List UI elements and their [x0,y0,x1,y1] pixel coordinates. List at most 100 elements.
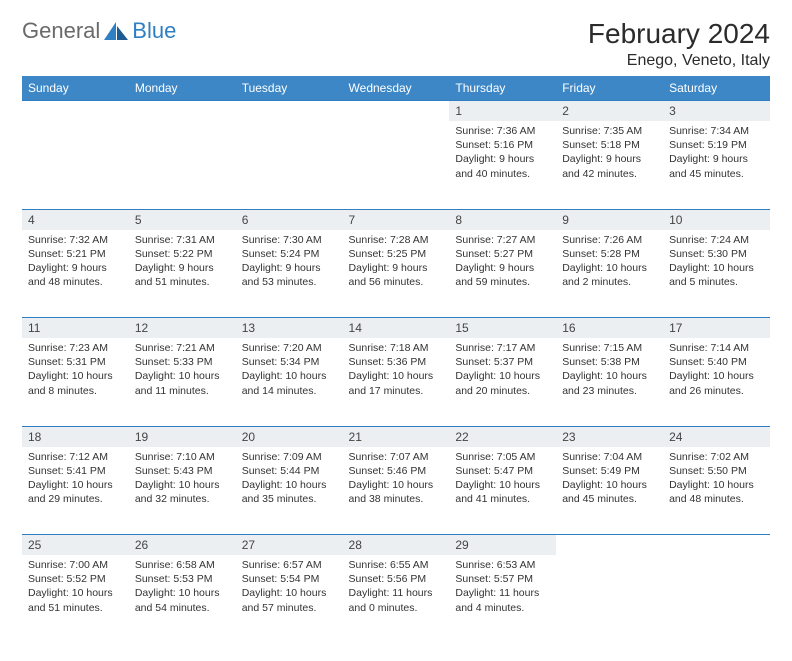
day-number-cell: 23 [556,426,663,447]
day-detail-cell: Sunrise: 7:35 AMSunset: 5:18 PMDaylight:… [556,121,663,209]
sunrise-text: Sunrise: 6:57 AM [242,558,337,572]
day-detail-cell: Sunrise: 7:36 AMSunset: 5:16 PMDaylight:… [449,121,556,209]
day-number-cell: 24 [663,426,770,447]
sunrise-text: Sunrise: 7:34 AM [669,124,764,138]
sunrise-text: Sunrise: 7:21 AM [135,341,230,355]
sunrise-text: Sunrise: 7:15 AM [562,341,657,355]
daylight-text: Daylight: 10 hours and 32 minutes. [135,478,230,506]
day-number-row: 123 [22,101,770,122]
sunrise-text: Sunrise: 7:18 AM [349,341,444,355]
day-detail-cell [22,121,129,209]
sunset-text: Sunset: 5:27 PM [455,247,550,261]
day-detail-cell [129,121,236,209]
sunrise-text: Sunrise: 7:20 AM [242,341,337,355]
day-detail-cell: Sunrise: 6:58 AMSunset: 5:53 PMDaylight:… [129,555,236,643]
daylight-text: Daylight: 10 hours and 17 minutes. [349,369,444,397]
location-label: Enego, Veneto, Italy [588,52,770,70]
sunset-text: Sunset: 5:41 PM [28,464,123,478]
day-detail-cell: Sunrise: 7:09 AMSunset: 5:44 PMDaylight:… [236,447,343,535]
sunset-text: Sunset: 5:36 PM [349,355,444,369]
daylight-text: Daylight: 11 hours and 4 minutes. [455,586,550,614]
day-detail-cell: Sunrise: 7:21 AMSunset: 5:33 PMDaylight:… [129,338,236,426]
sunrise-text: Sunrise: 7:00 AM [28,558,123,572]
daylight-text: Daylight: 10 hours and 20 minutes. [455,369,550,397]
sunrise-text: Sunrise: 7:05 AM [455,450,550,464]
day-detail-cell: Sunrise: 7:30 AMSunset: 5:24 PMDaylight:… [236,230,343,318]
day-number-cell: 26 [129,535,236,556]
sunrise-text: Sunrise: 7:07 AM [349,450,444,464]
day-detail-row: Sunrise: 7:36 AMSunset: 5:16 PMDaylight:… [22,121,770,209]
sunrise-text: Sunrise: 7:12 AM [28,450,123,464]
month-title: February 2024 [588,18,770,50]
sunrise-text: Sunrise: 6:53 AM [455,558,550,572]
sunrise-text: Sunrise: 7:17 AM [455,341,550,355]
calendar-body: 123Sunrise: 7:36 AMSunset: 5:16 PMDaylig… [22,101,770,644]
day-detail-cell: Sunrise: 6:53 AMSunset: 5:57 PMDaylight:… [449,555,556,643]
day-number-cell: 16 [556,318,663,339]
day-number-cell: 2 [556,101,663,122]
daylight-text: Daylight: 10 hours and 54 minutes. [135,586,230,614]
sunrise-text: Sunrise: 7:27 AM [455,233,550,247]
sunrise-text: Sunrise: 7:30 AM [242,233,337,247]
sunset-text: Sunset: 5:34 PM [242,355,337,369]
day-number-cell [556,535,663,556]
sunset-text: Sunset: 5:24 PM [242,247,337,261]
brand-text-general: General [22,18,100,44]
daylight-text: Daylight: 9 hours and 45 minutes. [669,152,764,180]
sunset-text: Sunset: 5:50 PM [669,464,764,478]
sunset-text: Sunset: 5:31 PM [28,355,123,369]
day-detail-cell: Sunrise: 7:34 AMSunset: 5:19 PMDaylight:… [663,121,770,209]
day-number-row: 45678910 [22,209,770,230]
weekday-header: Thursday [449,76,556,101]
sunset-text: Sunset: 5:25 PM [349,247,444,261]
daylight-text: Daylight: 9 hours and 51 minutes. [135,261,230,289]
sunset-text: Sunset: 5:40 PM [669,355,764,369]
sunrise-text: Sunrise: 7:24 AM [669,233,764,247]
daylight-text: Daylight: 10 hours and 38 minutes. [349,478,444,506]
sunrise-text: Sunrise: 7:09 AM [242,450,337,464]
day-number-cell: 22 [449,426,556,447]
sunset-text: Sunset: 5:22 PM [135,247,230,261]
day-detail-cell: Sunrise: 7:07 AMSunset: 5:46 PMDaylight:… [343,447,450,535]
day-number-cell [343,101,450,122]
day-detail-cell [236,121,343,209]
sunset-text: Sunset: 5:19 PM [669,138,764,152]
day-number-cell: 3 [663,101,770,122]
daylight-text: Daylight: 10 hours and 45 minutes. [562,478,657,506]
daylight-text: Daylight: 10 hours and 41 minutes. [455,478,550,506]
day-number-cell: 17 [663,318,770,339]
sunset-text: Sunset: 5:16 PM [455,138,550,152]
daylight-text: Daylight: 10 hours and 5 minutes. [669,261,764,289]
sunset-text: Sunset: 5:28 PM [562,247,657,261]
day-number-cell: 1 [449,101,556,122]
weekday-header: Wednesday [343,76,450,101]
sunset-text: Sunset: 5:54 PM [242,572,337,586]
brand-sail-icon [102,20,130,42]
sunrise-text: Sunrise: 6:55 AM [349,558,444,572]
brand-logo: General Blue [22,18,176,44]
sunset-text: Sunset: 5:37 PM [455,355,550,369]
sunset-text: Sunset: 5:47 PM [455,464,550,478]
day-detail-cell: Sunrise: 7:02 AMSunset: 5:50 PMDaylight:… [663,447,770,535]
day-number-cell [22,101,129,122]
day-detail-cell [663,555,770,643]
daylight-text: Daylight: 10 hours and 51 minutes. [28,586,123,614]
day-detail-cell: Sunrise: 7:28 AMSunset: 5:25 PMDaylight:… [343,230,450,318]
daylight-text: Daylight: 10 hours and 48 minutes. [669,478,764,506]
weekday-header: Sunday [22,76,129,101]
day-number-cell: 11 [22,318,129,339]
sunset-text: Sunset: 5:57 PM [455,572,550,586]
day-number-cell: 7 [343,209,450,230]
sunrise-text: Sunrise: 7:23 AM [28,341,123,355]
calendar-head: Sunday Monday Tuesday Wednesday Thursday… [22,76,770,101]
title-block: February 2024 Enego, Veneto, Italy [588,18,770,70]
sunrise-text: Sunrise: 7:04 AM [562,450,657,464]
day-number-cell: 21 [343,426,450,447]
sunset-text: Sunset: 5:44 PM [242,464,337,478]
sunset-text: Sunset: 5:43 PM [135,464,230,478]
sunrise-text: Sunrise: 7:32 AM [28,233,123,247]
sunset-text: Sunset: 5:18 PM [562,138,657,152]
daylight-text: Daylight: 10 hours and 29 minutes. [28,478,123,506]
day-detail-cell: Sunrise: 7:31 AMSunset: 5:22 PMDaylight:… [129,230,236,318]
day-detail-row: Sunrise: 7:23 AMSunset: 5:31 PM Daylight:… [22,338,770,426]
